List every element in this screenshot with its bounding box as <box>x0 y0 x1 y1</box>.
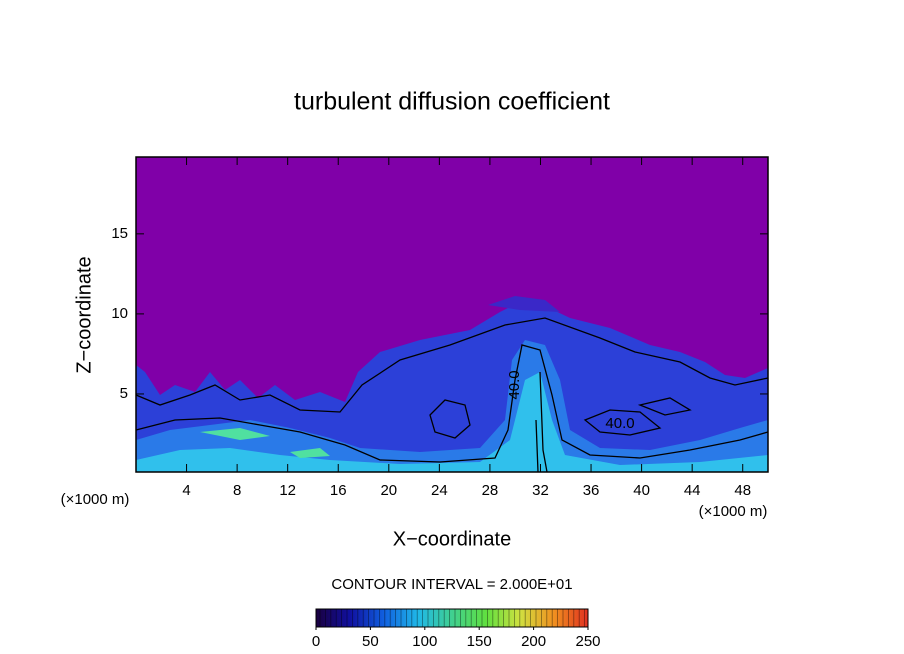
y-unit-label: (×1000 m) <box>61 491 130 508</box>
y-tick-label: 10 <box>111 305 128 322</box>
colorbar-tick-label: 200 <box>521 633 546 650</box>
field-region <box>488 296 560 312</box>
colorbar-tick-label: 250 <box>575 633 600 650</box>
x-tick-label: 36 <box>583 482 600 499</box>
x-unit-label: (×1000 m) <box>699 503 768 520</box>
contour-interval: CONTOUR INTERVAL = 2.000E+01 <box>331 576 572 593</box>
colorbar <box>315 608 589 628</box>
x-tick-label: 4 <box>182 482 190 499</box>
colorbar-tick-label: 150 <box>467 633 492 650</box>
x-tick-label: 32 <box>532 482 549 499</box>
x-tick-label: 16 <box>330 482 347 499</box>
x-tick-label: 44 <box>684 482 701 499</box>
x-axis-label: X−coordinate <box>393 528 511 550</box>
x-tick-label: 40 <box>633 482 650 499</box>
x-tick-label: 8 <box>233 482 241 499</box>
chart-title: turbulent diffusion coefficient <box>294 88 610 116</box>
x-tick-label: 48 <box>734 482 751 499</box>
contour-label: 40.0 <box>605 415 634 432</box>
contour-line <box>429 397 692 439</box>
contour-line <box>135 344 769 463</box>
y-tick-label: 15 <box>111 225 128 242</box>
contour-label: 40.0 <box>506 370 523 399</box>
y-axis-label: Z−coordinate <box>73 256 95 373</box>
plot-frame <box>135 156 769 473</box>
colorbar-tick-label: 50 <box>362 633 379 650</box>
x-tick-label: 12 <box>279 482 296 499</box>
y-tick-label: 5 <box>120 385 128 402</box>
contour-line <box>535 371 548 473</box>
field-region <box>200 428 330 458</box>
x-tick-label: 20 <box>380 482 397 499</box>
field-region <box>136 372 768 472</box>
x-tick-label: 28 <box>482 482 499 499</box>
colorbar-tick-label: 0 <box>312 633 320 650</box>
field-region <box>136 340 768 472</box>
x-tick-label: 24 <box>431 482 448 499</box>
contour-line <box>135 317 769 413</box>
colorbar-tick-label: 100 <box>412 633 437 650</box>
